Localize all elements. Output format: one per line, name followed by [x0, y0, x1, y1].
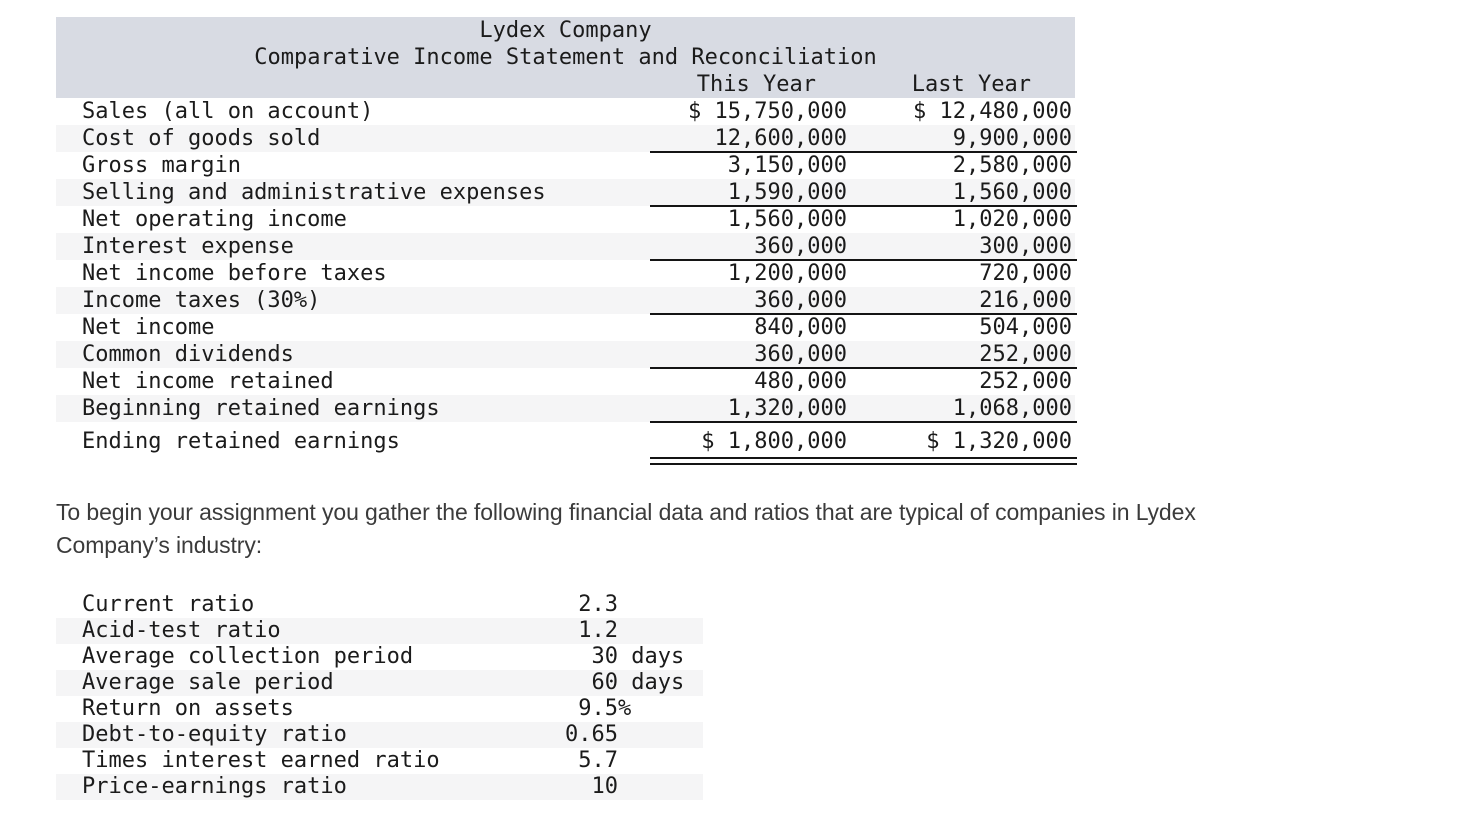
last-year-value: 1,560,000 — [952, 180, 1072, 205]
paragraph-line: To begin your assignment you gather the … — [56, 499, 1196, 525]
ratio-label: Current ratio — [82, 592, 255, 617]
ratio-label: Times interest earned ratio — [82, 748, 440, 773]
table-row: Interest expense 360,000 300,000 — [56, 233, 1077, 261]
row-label: Ending retained earnings — [82, 429, 400, 454]
this-year-value: 1,560,000 — [727, 207, 847, 232]
this-year-value: 360,000 — [754, 342, 847, 367]
last-year-value: 252,000 — [979, 369, 1072, 394]
table-row: Net income before taxes 1,200,000 720,00… — [56, 260, 1075, 287]
last-year-value: 720,000 — [979, 261, 1072, 286]
ratio-value: 2.3 — [565, 592, 618, 617]
this-year-value: 1,200,000 — [727, 261, 847, 286]
ratio-value: 60 days — [565, 670, 685, 695]
this-year-value: 1,590,000 — [727, 180, 847, 205]
this-year-value: 480,000 — [754, 369, 847, 394]
row-label: Net income before taxes — [82, 261, 387, 286]
ratio-label: Return on assets — [82, 696, 294, 721]
income-statement-table: Lydex Company Comparative Income Stateme… — [56, 17, 1077, 459]
last-year-value: $ 12,480,000 — [913, 99, 1072, 124]
last-year-value: 504,000 — [979, 315, 1072, 340]
last-year-value: 1,068,000 — [952, 396, 1072, 421]
ratio-row: Current ratio 2.3 — [56, 592, 703, 618]
ratio-label: Debt-to-equity ratio — [82, 722, 347, 747]
this-year-value: 12,600,000 — [714, 126, 847, 151]
table-title: Lydex Company — [479, 18, 652, 43]
table-row: Net operating income 1,560,000 1,020,000 — [56, 206, 1075, 233]
row-label: Cost of goods sold — [82, 126, 321, 151]
ratio-value: 9.5% — [565, 696, 632, 721]
row-label: Net income — [82, 315, 215, 340]
this-year-value: 840,000 — [754, 315, 847, 340]
last-year-value: 252,000 — [979, 342, 1072, 367]
last-year-value: 216,000 — [979, 288, 1072, 313]
row-label: Sales (all on account) — [82, 99, 374, 124]
this-year-value: 360,000 — [754, 234, 847, 259]
industry-ratios-table: Current ratio 2.3 Acid-test ratio 1.2 Av… — [56, 592, 703, 800]
table-subtitle: Comparative Income Statement and Reconci… — [254, 45, 877, 70]
table-row: Common dividends 360,000 252,000 — [56, 341, 1077, 369]
table-row: Gross margin 3,150,000 2,580,000 — [56, 152, 1075, 179]
row-label: Net operating income — [82, 207, 347, 232]
ratio-row: Average collection period 30 days — [56, 644, 703, 670]
ratio-row: Price-earnings ratio 10 — [56, 774, 703, 800]
this-year-value: $ 1,800,000 — [701, 429, 847, 454]
ratio-row: Debt-to-equity ratio 0.65 — [56, 722, 703, 748]
last-year-value: $ 1,320,000 — [926, 429, 1072, 454]
last-year-column-header: Last Year — [911, 72, 1031, 97]
this-year-value: 1,320,000 — [727, 396, 847, 421]
table-row: Cost of goods sold 12,600,000 9,900,000 — [56, 125, 1077, 153]
table-row: Ending retained earnings $ 1,800,000 $ 1… — [56, 427, 1077, 459]
row-label: Interest expense — [82, 234, 294, 259]
last-year-value: 300,000 — [979, 234, 1072, 259]
row-label: Beginning retained earnings — [82, 396, 440, 421]
table-row: Sales (all on account) $ 15,750,000 $ 12… — [56, 98, 1075, 125]
ratio-row: Return on assets 9.5% — [56, 696, 703, 722]
this-year-value: 360,000 — [754, 288, 847, 313]
table-row: Net income retained 480,000 252,000 — [56, 368, 1075, 395]
table-row: Selling and administrative expenses 1,59… — [56, 179, 1077, 207]
row-label: Common dividends — [82, 342, 294, 367]
ratio-row: Acid-test ratio 1.2 — [56, 618, 703, 644]
label-column-header — [56, 71, 650, 98]
ratio-row: Average sale period 60 days — [56, 670, 703, 696]
intro-paragraph: To begin your assignment you gather the … — [56, 496, 1456, 562]
ratio-label: Average collection period — [82, 644, 414, 669]
ratio-value: 1.2 — [565, 618, 618, 643]
ratio-label: Average sale period — [82, 670, 334, 695]
income-statement-header: Lydex Company Comparative Income Stateme… — [56, 17, 1075, 98]
last-year-value: 9,900,000 — [952, 126, 1072, 151]
table-row: Beginning retained earnings 1,320,000 1,… — [56, 395, 1077, 423]
ratio-value: 0.65 — [565, 722, 618, 747]
paragraph-line: Company’s industry: — [56, 532, 263, 558]
table-row: Net income 840,000 504,000 — [56, 314, 1075, 341]
row-label: Selling and administrative expenses — [82, 180, 546, 205]
ratio-label: Price-earnings ratio — [82, 774, 347, 799]
this-year-column-header: This Year — [696, 72, 816, 97]
this-year-value: $ 15,750,000 — [688, 99, 847, 124]
last-year-value: 1,020,000 — [952, 207, 1072, 232]
ratio-label: Acid-test ratio — [82, 618, 281, 643]
last-year-value: 2,580,000 — [952, 153, 1072, 178]
row-label: Net income retained — [82, 369, 334, 394]
ratio-value: 10 — [565, 774, 618, 799]
row-label: Gross margin — [82, 153, 241, 178]
ratio-value: 30 days — [565, 644, 685, 669]
column-headers: This Year Last Year — [56, 71, 1075, 98]
ratio-value: 5.7 — [565, 748, 618, 773]
this-year-value: 3,150,000 — [727, 153, 847, 178]
ratio-row: Times interest earned ratio 5.7 — [56, 748, 703, 774]
row-label: Income taxes (30%) — [82, 288, 321, 313]
table-row: Income taxes (30%) 360,000 216,000 — [56, 287, 1077, 315]
